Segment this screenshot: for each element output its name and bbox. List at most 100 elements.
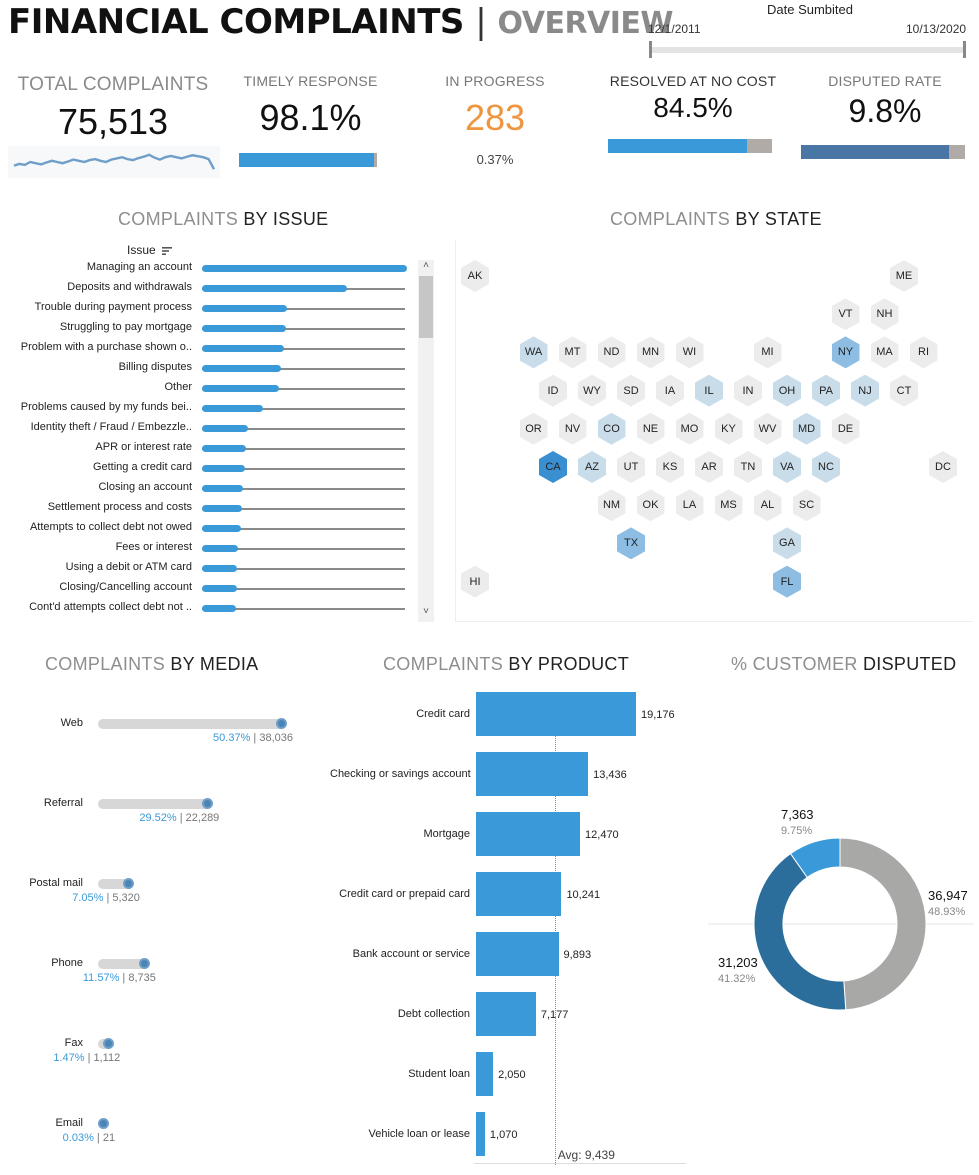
date-slider-start-handle[interactable] <box>649 41 652 58</box>
issue-track <box>202 448 405 450</box>
state-hex-az[interactable]: AZ <box>578 451 606 483</box>
state-hex-ak[interactable]: AK <box>461 260 489 292</box>
state-hex-nd[interactable]: ND <box>597 336 626 369</box>
state-hex-tx[interactable]: TX <box>617 527 645 560</box>
state-hex-ky[interactable]: KY <box>714 412 743 445</box>
donut-slice[interactable] <box>753 852 847 1011</box>
issue-row[interactable]: Billing disputes <box>0 359 440 379</box>
state-hex-mo[interactable]: MO <box>675 412 704 445</box>
state-hex-mn[interactable]: MN <box>636 336 665 369</box>
issue-scrollbar[interactable] <box>418 260 434 622</box>
date-slider-end-handle[interactable] <box>963 41 966 58</box>
issue-row[interactable]: Getting a credit card <box>0 459 440 479</box>
state-hex-vt[interactable]: VT <box>831 298 860 331</box>
product-bar[interactable] <box>476 1112 485 1156</box>
product-bar[interactable] <box>476 1052 494 1096</box>
state-hex-ne[interactable]: NE <box>636 412 665 445</box>
state-hex-la[interactable]: LA <box>675 489 704 522</box>
issue-row[interactable]: Trouble during payment process <box>0 299 440 319</box>
issue-row[interactable]: Deposits and withdrawals <box>0 279 440 299</box>
donut-value-label: 31,203 <box>718 955 758 970</box>
media-label: Postal mail <box>29 877 83 889</box>
media-label: Fax <box>64 1037 83 1049</box>
state-hex-ny[interactable]: NY <box>831 336 860 369</box>
issue-row[interactable]: APR or interest rate <box>0 439 440 459</box>
state-hex-or[interactable]: OR <box>519 412 548 445</box>
issue-row[interactable]: Problems caused by my funds bei.. <box>0 399 440 419</box>
state-hex-nm[interactable]: NM <box>597 489 626 522</box>
state-hex-ms[interactable]: MS <box>714 489 743 522</box>
state-hex-wv[interactable]: WV <box>753 412 782 445</box>
state-hex-mi[interactable]: MI <box>753 336 782 369</box>
state-hex-ma[interactable]: MA <box>870 336 899 369</box>
product-bar[interactable] <box>476 932 559 976</box>
state-hex-nv[interactable]: NV <box>558 412 587 445</box>
state-hex-dc[interactable]: DC <box>929 451 957 483</box>
state-hex-al[interactable]: AL <box>753 489 782 522</box>
state-hex-ut[interactable]: UT <box>617 451 645 483</box>
state-hex-ct[interactable]: CT <box>890 374 918 407</box>
media-separator: | <box>93 1132 103 1144</box>
issue-row[interactable]: Other <box>0 379 440 399</box>
issue-section-title: COMPLAINTS BY ISSUE <box>118 209 328 230</box>
product-bar[interactable] <box>476 812 581 856</box>
state-hex-fl[interactable]: FL <box>773 565 801 598</box>
state-hex-ri[interactable]: RI <box>909 336 938 369</box>
donut-slice[interactable] <box>789 837 841 879</box>
state-hex-nc[interactable]: NC <box>812 451 840 483</box>
issue-row[interactable]: Closing/Cancelling account <box>0 579 440 599</box>
issue-row[interactable]: Closing an account <box>0 479 440 499</box>
product-bar[interactable] <box>476 872 562 916</box>
issue-row[interactable]: Problem with a purchase shown o.. <box>0 339 440 359</box>
state-hex-in[interactable]: IN <box>734 374 762 407</box>
donut-slice[interactable] <box>839 837 927 1011</box>
state-hex-sd[interactable]: SD <box>617 374 645 407</box>
state-hex-md[interactable]: MD <box>792 412 821 445</box>
issue-row[interactable]: Using a debit or ATM card <box>0 559 440 579</box>
issue-track <box>202 348 405 350</box>
state-hex-wa[interactable]: WA <box>519 336 548 369</box>
state-hex-ok[interactable]: OK <box>636 489 665 522</box>
issue-column-header[interactable]: Issue <box>127 243 173 257</box>
state-hex-va[interactable]: VA <box>773 451 801 483</box>
state-hex-ia[interactable]: IA <box>656 374 684 407</box>
issue-row[interactable]: Struggling to pay mortgage <box>0 319 440 339</box>
scroll-down-icon[interactable]: ˅ <box>423 606 429 617</box>
state-hex-wy[interactable]: WY <box>578 374 606 407</box>
issue-scrollbar-thumb[interactable] <box>419 276 433 338</box>
state-hex-il[interactable]: IL <box>695 374 723 407</box>
state-hex-ks[interactable]: KS <box>656 451 684 483</box>
issue-row[interactable]: Cont'd attempts collect debt not .. <box>0 599 440 619</box>
state-hex-hi[interactable]: HI <box>461 565 489 598</box>
state-hex-wi[interactable]: WI <box>675 336 704 369</box>
issue-track <box>202 368 405 370</box>
issue-row[interactable]: Attempts to collect debt not owed <box>0 519 440 539</box>
state-hex-tn[interactable]: TN <box>734 451 762 483</box>
state-hex-de[interactable]: DE <box>831 412 860 445</box>
state-hex-mt[interactable]: MT <box>558 336 587 369</box>
product-bar[interactable] <box>476 992 536 1036</box>
state-hex-ar[interactable]: AR <box>695 451 723 483</box>
state-hex-co[interactable]: CO <box>597 412 626 445</box>
state-hex-oh[interactable]: OH <box>773 374 801 407</box>
issue-row[interactable]: Settlement process and costs <box>0 499 440 519</box>
sort-icon[interactable] <box>161 246 173 256</box>
issue-bar <box>202 585 237 592</box>
state-hex-nj[interactable]: NJ <box>851 374 879 407</box>
issue-row[interactable]: Fees or interest <box>0 539 440 559</box>
issue-label: Closing/Cancelling account <box>59 581 192 593</box>
state-hex-me[interactable]: ME <box>890 260 918 292</box>
state-hex-sc[interactable]: SC <box>792 489 821 522</box>
issue-row[interactable]: Managing an account <box>0 259 440 279</box>
state-hex-pa[interactable]: PA <box>812 374 840 407</box>
product-bar[interactable] <box>476 752 589 796</box>
issue-track <box>202 388 405 390</box>
issue-row[interactable]: Identity theft / Fraud / Embezzle.. <box>0 419 440 439</box>
product-bar[interactable] <box>476 692 636 736</box>
state-hex-ca[interactable]: CA <box>539 451 567 483</box>
state-hex-ga[interactable]: GA <box>773 527 801 560</box>
state-hex-nh[interactable]: NH <box>870 298 899 331</box>
date-range-slider[interactable] <box>650 47 966 53</box>
state-hex-id[interactable]: ID <box>539 374 567 407</box>
scroll-up-icon[interactable]: ˄ <box>423 260 429 271</box>
